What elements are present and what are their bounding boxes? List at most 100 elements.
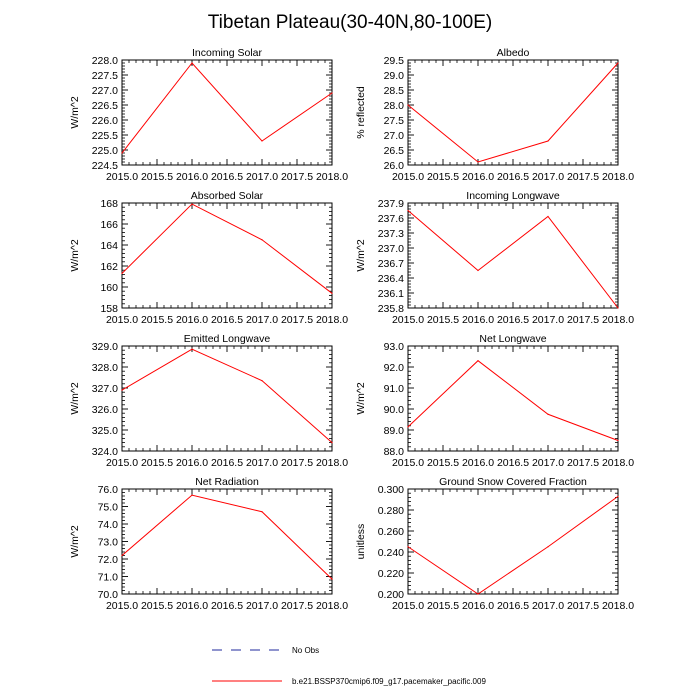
panel-4: 2015.0 2015.5 2016.0 2016.5 2017.0 2017.5 2018… bbox=[69, 333, 348, 469]
panel-7: 2015.0 2015.5 2016.0 2016.5 2017.0 2017.5 2018… bbox=[355, 476, 634, 612]
data-point bbox=[547, 546, 549, 548]
data-point bbox=[331, 442, 333, 444]
x-tick-label: 2017.5 bbox=[281, 600, 313, 612]
y-tick-label: 26.0 bbox=[384, 160, 405, 172]
x-tick-label: 2017.0 bbox=[532, 457, 564, 469]
x-tick-label: 2018.0 bbox=[602, 600, 634, 612]
y-tick-label: 228.0 bbox=[92, 55, 118, 67]
y-tick-label: 72.0 bbox=[98, 554, 119, 566]
y-tick-label: 237.0 bbox=[378, 243, 404, 255]
x-tick-label: 2017.0 bbox=[246, 171, 278, 183]
x-tick-label: 2015.0 bbox=[106, 600, 138, 612]
y-axis-label: W/m^2 bbox=[69, 382, 81, 415]
x-tick-label: 2015.5 bbox=[427, 600, 459, 612]
y-tick-label: 164 bbox=[100, 240, 118, 252]
y-tick-label: 225.0 bbox=[92, 145, 118, 157]
y-tick-label: 0.240 bbox=[378, 547, 404, 559]
panel-title: Net Radiation bbox=[195, 476, 259, 488]
y-tick-label: 91.0 bbox=[384, 383, 405, 395]
y-tick-label: 224.5 bbox=[92, 160, 118, 172]
y-tick-label: 0.300 bbox=[378, 484, 404, 496]
y-tick-label: 166 bbox=[100, 219, 118, 231]
y-tick-label: 0.280 bbox=[378, 505, 404, 517]
x-tick-label: 2016.5 bbox=[211, 457, 243, 469]
data-point bbox=[121, 554, 123, 557]
y-axis-label: W/m^2 bbox=[69, 525, 81, 558]
x-tick-label: 2015.0 bbox=[392, 314, 424, 326]
x-tick-label: 2016.5 bbox=[497, 600, 529, 612]
x-tick-label: 2017.0 bbox=[246, 457, 278, 469]
y-tick-label: 0.260 bbox=[378, 526, 404, 538]
y-tick-label: 324.0 bbox=[92, 446, 118, 458]
y-tick-label: 328.0 bbox=[92, 362, 118, 374]
x-tick-label: 2018.0 bbox=[316, 600, 348, 612]
data-point bbox=[121, 152, 123, 154]
y-tick-label: 27.5 bbox=[384, 115, 405, 127]
x-tick-label: 2018.0 bbox=[316, 171, 348, 183]
data-point bbox=[477, 269, 479, 272]
data-point bbox=[121, 389, 123, 391]
panel-2: 2015.0 2015.5 2016.0 2016.5 2017.0 2017.5 2018… bbox=[69, 190, 348, 326]
series-line bbox=[407, 495, 619, 595]
y-tick-label: 29.5 bbox=[384, 55, 405, 67]
data-point bbox=[261, 140, 263, 142]
y-tick-label: 89.0 bbox=[384, 425, 405, 437]
data-point bbox=[547, 140, 549, 142]
x-tick-label: 2015.0 bbox=[392, 457, 424, 469]
x-tick-label: 2015.5 bbox=[427, 314, 459, 326]
data-point bbox=[547, 215, 549, 218]
y-tick-label: 327.0 bbox=[92, 383, 118, 395]
x-tick-label: 2018.0 bbox=[602, 457, 634, 469]
plot-frame bbox=[407, 59, 619, 166]
x-tick-label: 2016.5 bbox=[497, 314, 529, 326]
x-tick-label: 2016.5 bbox=[211, 314, 243, 326]
x-tick-label: 2017.0 bbox=[532, 600, 564, 612]
y-tick-label: 160 bbox=[100, 282, 118, 294]
y-tick-label: 29.0 bbox=[384, 70, 405, 82]
y-tick-label: 326.0 bbox=[92, 404, 118, 416]
series-line bbox=[407, 210, 619, 309]
y-axis-label: W/m^2 bbox=[355, 239, 367, 272]
y-tick-label: 70.0 bbox=[98, 589, 119, 601]
y-tick-label: 227.0 bbox=[92, 85, 118, 97]
x-tick-label: 2015.5 bbox=[427, 457, 459, 469]
x-tick-label: 2017.0 bbox=[246, 314, 278, 326]
panel-3: 2015.0 2015.5 2016.0 2016.5 2017.0 2017.5 2018… bbox=[355, 190, 634, 326]
series-line bbox=[121, 203, 333, 294]
x-tick-label: 2016.0 bbox=[462, 600, 494, 612]
data-point bbox=[617, 495, 619, 497]
y-tick-label: 0.200 bbox=[378, 589, 404, 601]
y-tick-label: 76.0 bbox=[98, 484, 119, 496]
y-tick-label: 237.6 bbox=[378, 213, 404, 225]
plot-frame bbox=[121, 59, 333, 166]
y-tick-label: 235.8 bbox=[378, 303, 404, 315]
data-point bbox=[477, 360, 479, 362]
x-tick-label: 2017.5 bbox=[281, 171, 313, 183]
x-tick-label: 2017.5 bbox=[567, 314, 599, 326]
x-tick-label: 2015.0 bbox=[392, 171, 424, 183]
legend: No Obs b.e21.BSSP370cmip6.f09_g17.pacema… bbox=[212, 646, 486, 686]
series-line bbox=[407, 62, 619, 163]
y-tick-label: 28.5 bbox=[384, 85, 405, 97]
x-tick-label: 2015.0 bbox=[106, 457, 138, 469]
plot-frame bbox=[121, 202, 333, 309]
panel-title: Albedo bbox=[497, 47, 530, 59]
x-tick-label: 2016.5 bbox=[497, 457, 529, 469]
y-tick-label: 73.0 bbox=[98, 537, 119, 549]
x-tick-label: 2016.0 bbox=[176, 314, 208, 326]
data-point bbox=[261, 239, 263, 241]
x-tick-label: 2015.0 bbox=[106, 314, 138, 326]
x-tick-label: 2015.5 bbox=[141, 171, 173, 183]
y-tick-label: 28.0 bbox=[384, 100, 405, 112]
data-point bbox=[617, 62, 619, 64]
data-point bbox=[477, 593, 479, 595]
y-axis-label: W/m^2 bbox=[69, 239, 81, 272]
y-tick-label: 236.7 bbox=[378, 258, 404, 270]
x-tick-label: 2017.0 bbox=[532, 314, 564, 326]
y-tick-label: 74.0 bbox=[98, 519, 119, 531]
x-tick-label: 2016.0 bbox=[462, 171, 494, 183]
panel-title: Absorbed Solar bbox=[191, 190, 264, 202]
panel-title: Incoming Longwave bbox=[466, 190, 560, 202]
y-axis-label: % reflected bbox=[355, 86, 367, 139]
